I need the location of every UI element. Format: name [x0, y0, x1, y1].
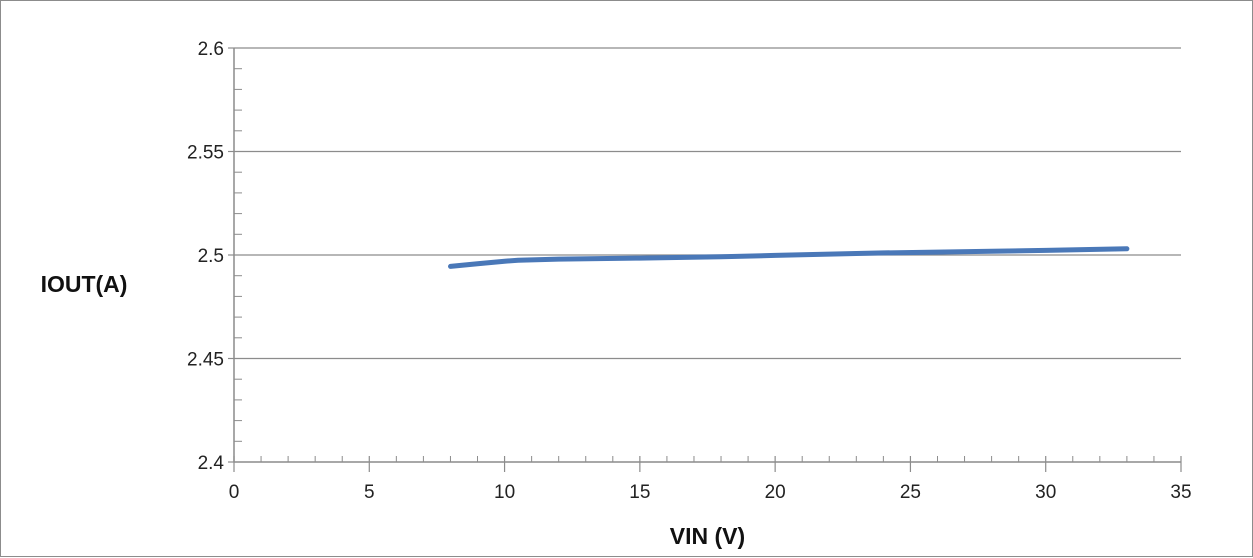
series-line-0: [451, 249, 1127, 267]
x-tick-label: 0: [229, 482, 240, 503]
x-tick-label: 5: [364, 482, 375, 503]
y-tick-label: 2.55: [187, 143, 224, 164]
x-axis-title: VIN (V): [670, 523, 745, 549]
series-group: [450, 249, 1126, 267]
x-tick-label: 25: [900, 482, 921, 503]
x-tick-label: 15: [629, 482, 650, 503]
y-axis-title: IOUT(A): [41, 271, 128, 297]
gridlines: [234, 48, 1181, 359]
y-tick-label: 2.6: [198, 39, 224, 60]
x-tick-label: 10: [494, 482, 515, 503]
tick-marks: [228, 48, 1181, 472]
y-tick-label: 2.4: [198, 453, 225, 474]
x-tick-label: 20: [765, 482, 786, 503]
y-tick-label: 2.45: [187, 350, 224, 371]
x-tick-label: 30: [1035, 482, 1056, 503]
x-tick-label: 35: [1170, 482, 1191, 503]
y-tick-label: 2.5: [198, 246, 224, 267]
tick-labels: 2.4 2.45 2.5 2.55 2.6 0 5 10 15 20 25 30 35: [187, 39, 1192, 503]
